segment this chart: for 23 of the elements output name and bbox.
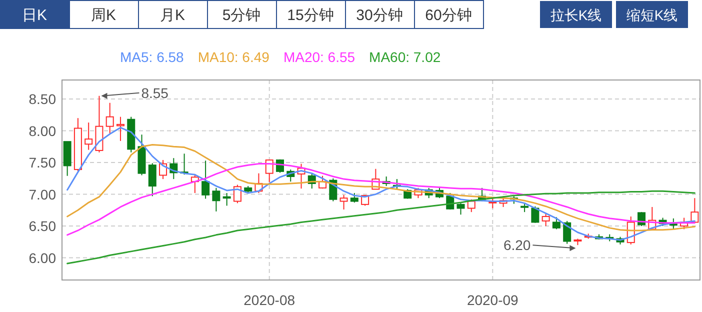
x-tick-label: 2020-08 — [244, 292, 296, 308]
text: MA20: 6.55 — [283, 49, 356, 65]
text: 拉长K线 — [550, 7, 602, 23]
y-tick-label: 7.00 — [28, 186, 56, 202]
text: 60分钟 — [425, 7, 472, 24]
text: 日K — [22, 7, 48, 24]
text: 月K — [160, 7, 186, 24]
annotation: 8.55 — [141, 84, 169, 101]
y-tick-label: 7.50 — [28, 154, 56, 171]
text: MA10: 6.49 — [198, 49, 270, 65]
text: 5分钟 — [222, 7, 261, 24]
text: MA60: 7.02 — [369, 49, 441, 65]
text: MA5: 6.58 — [120, 49, 184, 65]
x-tick-label: 2020-09 — [466, 292, 519, 308]
text: 15分钟 — [287, 7, 334, 24]
text: 缩短K线 — [626, 7, 678, 23]
text: 30分钟 — [356, 7, 403, 24]
y-tick-label: 8.00 — [28, 122, 56, 139]
y-tick-label: 6.50 — [28, 218, 56, 234]
y-tick-label: 6.00 — [28, 250, 56, 266]
annotation: 6.20 — [503, 237, 531, 254]
text: 周K — [90, 7, 116, 24]
y-tick-label: 8.50 — [28, 91, 56, 108]
